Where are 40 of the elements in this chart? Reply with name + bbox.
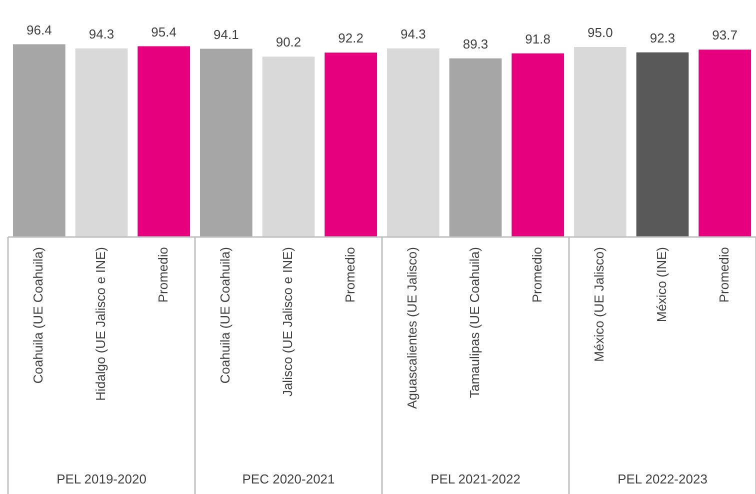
x-tick-label: México (INE) [654,247,670,322]
bar [698,50,752,237]
bar [512,53,564,237]
text: PEC 2020-2021 [242,472,335,487]
x-tick-label: Aguascalientes (UE Jalisco) [404,247,420,409]
x-tick-label: Promedio [155,247,170,303]
bar [12,44,66,237]
text: PEL 2021-2022 [430,472,520,487]
data-label: 90.2 [276,34,302,50]
bar [200,48,252,237]
text: PEL 2019-2020 [56,472,146,487]
data-label: 95.4 [151,24,176,40]
bar [75,48,128,237]
data-label: 94.1 [214,26,239,42]
bar [449,58,502,237]
data-label: 96.4 [26,22,52,38]
data-label: 94.3 [400,26,426,42]
bar [636,52,689,237]
x-tick-label: Hidalgo (UE Jalisco e INE) [93,247,108,401]
x-tick-label: Jalisco (UE Jalisco e INE) [280,247,296,397]
data-label: 91.8 [525,31,550,46]
x-tick-label: Promedio [342,247,358,303]
x-tick-label: Coahuila (UE Coahuila) [30,247,46,384]
data-label: 95.0 [588,25,613,40]
x-tick-label: Coahuila (UE Coahuila) [218,247,233,384]
text: PEL 2022-2023 [618,472,708,487]
bar [324,52,378,237]
bar [262,56,315,237]
bar [386,48,440,237]
x-tick-label: México (UE Jalisco) [592,247,607,362]
bar [138,46,190,237]
data-label: 92.2 [338,30,364,46]
data-label: 89.3 [462,36,488,52]
data-label: 92.3 [650,30,676,46]
x-tick-label: Promedio [529,247,544,303]
x-tick-label: Promedio [716,247,732,303]
data-label: 94.3 [88,26,114,42]
x-tick-label: Tamaulipas (UE Coahuila) [467,247,482,398]
data-label: 93.7 [712,28,738,43]
bar [574,47,626,237]
